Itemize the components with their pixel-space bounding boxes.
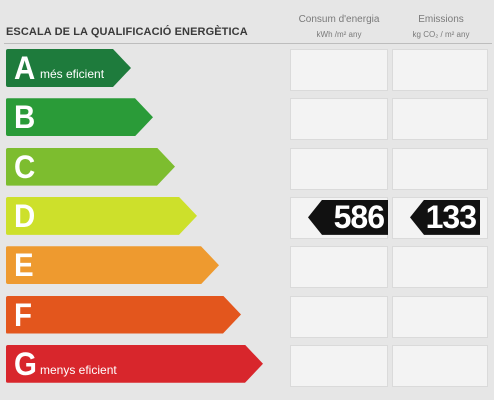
emissions-cell (392, 344, 488, 387)
scale-title: ESCALA DE LA QUALIFICACIÓ ENERGÈTICA (6, 26, 248, 38)
energy-class-row-d: D 586 133 (0, 195, 494, 239)
class-letter: G (14, 345, 37, 382)
emissions-rating-marker: 133 (410, 199, 480, 235)
consum-unit: kWh /m² any (316, 30, 362, 39)
class-letter: C (14, 148, 36, 185)
consum-column-header: Consum d'energia kWh /m² any (289, 12, 389, 42)
emissions-heading: Emissions (418, 14, 464, 25)
emissions-cell (392, 49, 488, 91)
class-caption: més eficient (40, 67, 105, 81)
class-letter: A (14, 50, 36, 86)
consum-cell (290, 98, 388, 141)
consum-cell (290, 246, 388, 289)
class-arrow-d: D (6, 197, 197, 235)
emissions-column-header: Emissions kg CO₂ / m² any (393, 12, 489, 42)
emissions-unit: kg CO₂ / m² any (412, 30, 470, 39)
class-arrow-e: E (6, 246, 219, 284)
energy-class-row-f: F (0, 294, 494, 338)
consum-cell (290, 295, 388, 338)
consum-rating-marker: 586 (308, 199, 388, 235)
consum-cell (290, 147, 388, 190)
consum-cell (290, 344, 388, 387)
consum-heading: Consum d'energia (298, 14, 380, 25)
emissions-cell (392, 295, 488, 338)
class-letter: B (14, 99, 36, 136)
emissions-cell (392, 147, 488, 190)
emissions-cell (392, 98, 488, 141)
class-letter: E (14, 247, 34, 284)
class-arrow-c: C (6, 148, 175, 186)
emissions-cell (392, 246, 488, 289)
class-arrow-b: B (6, 98, 153, 136)
class-letter: D (14, 197, 36, 234)
class-arrow-f: F (6, 296, 241, 334)
consum-cell (290, 49, 388, 91)
energy-class-row-e: E (0, 244, 494, 289)
energy-class-row-c: C (0, 146, 494, 190)
class-caption: menys eficient (40, 362, 117, 377)
header-divider (4, 43, 492, 44)
energy-class-row-b: B (0, 96, 494, 141)
class-letter: F (14, 296, 32, 333)
